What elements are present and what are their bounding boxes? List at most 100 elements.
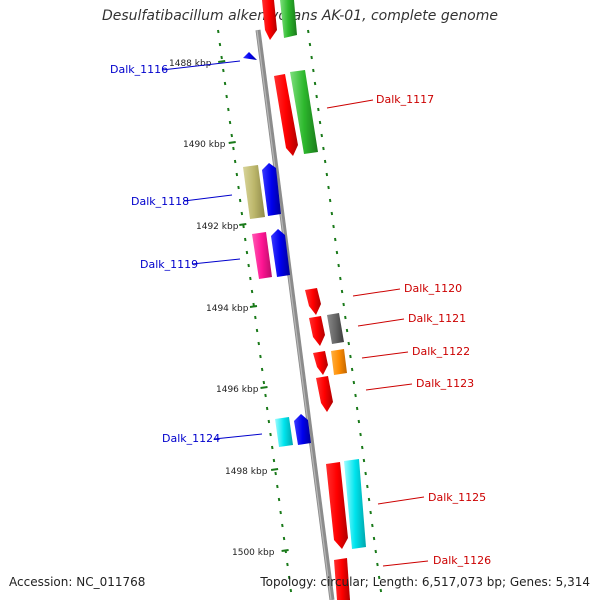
gene-label-dalk-1123[interactable]: Dalk_1123 xyxy=(416,377,474,390)
track-dot xyxy=(344,315,347,320)
gene-dalk-1120[interactable] xyxy=(305,288,321,315)
track-dot xyxy=(357,419,361,424)
track-dot xyxy=(277,497,281,502)
track-dot xyxy=(312,68,315,73)
gene-dalk-1126[interactable] xyxy=(334,558,350,600)
gene-dalk-1124[interactable] xyxy=(275,414,311,447)
track-dot xyxy=(349,354,352,359)
track-dot xyxy=(345,328,349,333)
track-dot xyxy=(254,315,257,320)
track-dot xyxy=(265,406,269,411)
kbp-tick-mark xyxy=(228,141,236,144)
genome-backbone xyxy=(255,29,335,600)
track-dot xyxy=(218,42,222,47)
track-dot xyxy=(257,341,260,346)
genome-backbone-highlight xyxy=(256,29,332,600)
kbp-tick-mark xyxy=(239,223,247,226)
gene-partial-top xyxy=(262,0,297,40)
gene-label-dalk-1118[interactable]: Dalk_1118 xyxy=(131,195,189,208)
gene-label-dalk-1119[interactable]: Dalk_1119 xyxy=(140,258,198,271)
track-dot xyxy=(361,445,364,450)
track-dot xyxy=(264,393,267,398)
gene-labels: Dalk_1116 Dalk_1117 Dalk_1118 Dalk_1119 … xyxy=(110,63,491,567)
gene-dalk-1117[interactable] xyxy=(274,70,318,156)
gene-label-dalk-1117[interactable]: Dalk_1117 xyxy=(376,93,434,106)
track-dot xyxy=(250,289,254,294)
kbp-tick-mark xyxy=(249,305,258,308)
track-dot xyxy=(323,159,327,164)
track-dot xyxy=(289,588,293,593)
track-dot xyxy=(339,276,342,281)
track-dot xyxy=(281,523,284,528)
label-leaders xyxy=(161,60,429,567)
gene-dalk-1119[interactable] xyxy=(252,229,290,279)
track-dot xyxy=(233,159,237,164)
gene-dalk-1125[interactable] xyxy=(326,459,366,549)
track-dot xyxy=(355,406,359,411)
gene-label-dalk-1116[interactable]: Dalk_1116 xyxy=(110,63,168,76)
track-dot xyxy=(259,354,262,359)
kbp-tick-label: 1492 kbp xyxy=(196,222,239,232)
track-dot xyxy=(367,497,371,502)
track-dot xyxy=(317,107,320,112)
track-dot xyxy=(287,575,291,580)
track-dot xyxy=(245,250,249,255)
track-dot xyxy=(328,198,332,203)
track-dot xyxy=(279,510,282,515)
kbp-tick-label: 1490 kbp xyxy=(183,140,226,150)
track-dot xyxy=(371,523,374,528)
track-dot xyxy=(227,107,230,112)
gene-dalk-1116[interactable] xyxy=(243,52,257,60)
gene-label-dalk-1124[interactable]: Dalk_1124 xyxy=(162,432,220,445)
gene-label-dalk-1121[interactable]: Dalk_1121 xyxy=(408,312,466,325)
gene-label-dalk-1125[interactable]: Dalk_1125 xyxy=(428,491,486,504)
track-dot xyxy=(242,224,245,229)
kbp-tick-mark xyxy=(260,386,268,389)
track-dot xyxy=(308,42,312,47)
track-dot xyxy=(372,536,376,541)
track-dot xyxy=(269,432,272,437)
track-dot xyxy=(267,419,271,424)
kbp-tick-mark xyxy=(218,60,226,63)
kbp-axis: 1488 kbp 1490 kbp 1492 kbp 1494 kbp 1496… xyxy=(169,59,275,558)
gene-dalk-1121[interactable] xyxy=(309,313,344,346)
track-dot xyxy=(282,536,286,541)
track-dot xyxy=(238,198,242,203)
track-dot xyxy=(320,133,323,138)
track-dot xyxy=(230,133,233,138)
gene-label-dalk-1122[interactable]: Dalk_1122 xyxy=(412,345,470,358)
gene-label-dalk-1126[interactable]: Dalk_1126 xyxy=(433,554,491,567)
track-dot xyxy=(271,445,274,450)
track-dot xyxy=(223,81,227,86)
track-dot xyxy=(332,224,335,229)
track-dot xyxy=(262,380,266,385)
track-dot xyxy=(235,172,239,177)
track-dot xyxy=(374,549,377,554)
track-dot xyxy=(318,120,322,125)
track-dot xyxy=(366,484,369,489)
track-dot xyxy=(307,29,310,34)
track-dot xyxy=(240,211,244,216)
kbp-tick-label: 1498 kbp xyxy=(225,467,268,477)
track-dot xyxy=(335,250,339,255)
track-dot xyxy=(228,120,232,125)
track-dot xyxy=(362,458,366,463)
gene-dalk-1123[interactable] xyxy=(316,376,333,412)
gene-label-dalk-1120[interactable]: Dalk_1120 xyxy=(404,282,462,295)
track-dot xyxy=(359,432,362,437)
track-dot xyxy=(274,471,277,476)
track-dot xyxy=(310,55,313,60)
track-dot xyxy=(342,302,345,307)
track-dot xyxy=(330,211,334,216)
track-dot xyxy=(247,263,250,268)
gene-dalk-1118[interactable] xyxy=(243,163,281,219)
accession-text: Accession: NC_011768 xyxy=(9,575,146,589)
track-dot xyxy=(255,328,259,333)
track-dot xyxy=(249,276,252,281)
kbp-tick-label: 1488 kbp xyxy=(169,59,212,69)
track-dot xyxy=(327,185,330,190)
track-dot xyxy=(244,237,247,242)
gene-dalk-1122[interactable] xyxy=(313,349,347,375)
track-dot xyxy=(354,393,357,398)
